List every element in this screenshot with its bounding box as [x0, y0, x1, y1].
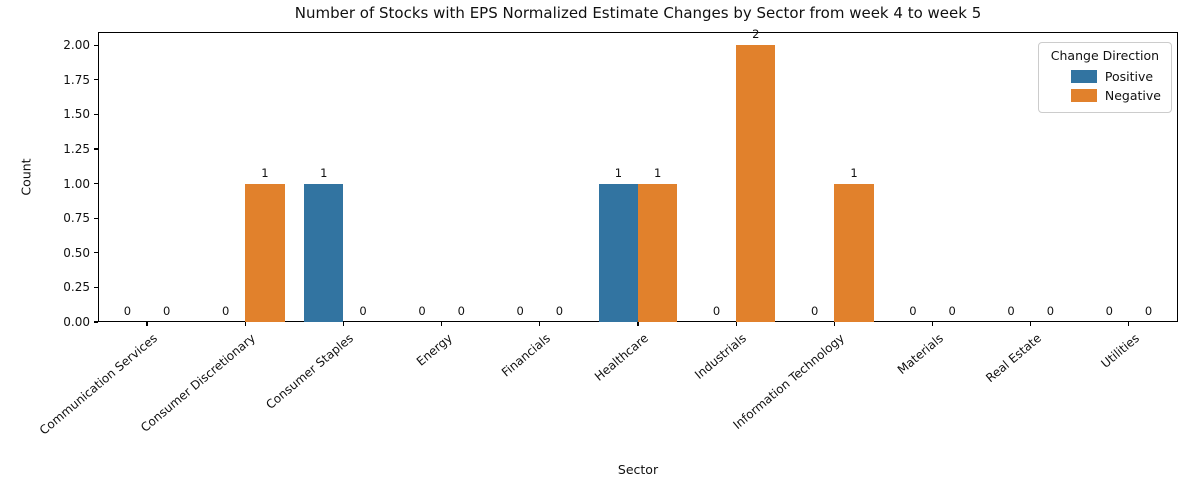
x-tick-label: Healthcare: [591, 331, 651, 384]
x-tick-label: Materials: [894, 331, 946, 378]
y-tick-mark: [94, 44, 98, 46]
legend-label: Negative: [1104, 88, 1161, 103]
legend-title: Change Direction: [1050, 48, 1160, 63]
x-tick-mark: [1030, 322, 1032, 326]
x-tick-mark: [1128, 322, 1130, 326]
bar-value-label: 0: [221, 304, 230, 318]
x-tick-mark: [931, 322, 934, 326]
bar-negative: [834, 183, 874, 322]
bar-value-label: 2: [752, 27, 760, 42]
bar-value-label: 0: [516, 304, 524, 318]
bar-value-label: 0: [1144, 304, 1153, 318]
bar-value-label: 0: [948, 304, 956, 318]
x-tick-mark: [539, 322, 541, 326]
bar-value-label: 0: [909, 304, 917, 318]
y-tick-mark: [94, 217, 98, 219]
bar-negative: [245, 183, 285, 322]
y-tick-label: 0.75: [63, 211, 90, 226]
y-tick-label: 0.50: [63, 245, 90, 260]
x-tick-mark: [244, 322, 246, 326]
bar-value-label: 1: [320, 165, 328, 180]
x-tick-label: Industrials: [692, 331, 750, 382]
legend-swatch-icon: [1070, 70, 1097, 83]
bar-value-label: 0: [555, 304, 564, 318]
x-tick-mark: [833, 322, 835, 326]
x-tick-label: Utilities: [1098, 331, 1142, 371]
y-tick-mark: [94, 321, 98, 323]
y-tick-mark: [94, 252, 98, 254]
y-tick-label: 1.75: [63, 72, 90, 87]
x-tick-mark: [342, 322, 345, 326]
x-tick-label: Real Estate: [982, 331, 1044, 386]
x-tick-mark: [146, 322, 148, 326]
y-tick-mark: [94, 182, 98, 185]
bar-negative: [736, 45, 776, 322]
bar-value-label: 0: [1105, 304, 1113, 318]
legend-swatch-icon: [1070, 89, 1097, 102]
bar-value-label: 0: [1046, 304, 1055, 318]
x-tick-mark: [735, 322, 737, 326]
x-tick-label: Consumer Discretionary: [138, 331, 259, 435]
x-tick-label: Information Technology: [730, 331, 848, 433]
bar-value-label: 0: [457, 304, 465, 318]
bar-value-label: 1: [850, 165, 858, 180]
bar-value-label: 0: [1007, 304, 1015, 318]
bar-negative: [638, 183, 678, 322]
bar-value-label: 1: [653, 165, 662, 180]
bar-positive: [598, 183, 638, 322]
x-tick-label: Energy: [413, 331, 455, 369]
x-tick-label: Financials: [498, 331, 553, 380]
y-axis-label: Count: [18, 158, 34, 196]
legend: Change Direction Positive Negative: [1037, 42, 1172, 113]
y-tick-label: 1.00: [63, 176, 90, 191]
bar-value-label: 0: [123, 304, 132, 318]
y-tick-label: 2.00: [63, 38, 90, 53]
y-tick-label: 0.25: [63, 280, 90, 295]
legend-label: Positive: [1104, 69, 1154, 84]
bar-value-label: 0: [359, 304, 367, 318]
x-axis-label: Sector: [617, 462, 659, 477]
y-tick-mark: [94, 113, 98, 115]
y-tick-label: 0.00: [63, 315, 90, 329]
bar-value-label: 0: [712, 304, 721, 318]
chart-title: Number of Stocks with EPS Normalized Est…: [294, 4, 982, 22]
legend-entries: Positive Negative: [1049, 67, 1161, 105]
bar-positive: [304, 183, 344, 322]
bar-value-label: 0: [811, 304, 819, 318]
legend-entry-negative: Negative: [1049, 86, 1161, 105]
x-tick-mark: [637, 322, 639, 326]
bar-value-label: 1: [261, 165, 269, 180]
y-tick-mark: [94, 148, 98, 150]
bar-value-label: 0: [418, 304, 426, 318]
x-tick-label: Consumer Staples: [263, 331, 357, 412]
bar-value-label: 1: [614, 165, 623, 180]
y-tick-mark: [94, 286, 98, 288]
x-tick-mark: [441, 322, 443, 326]
y-tick-label: 1.50: [63, 107, 90, 122]
bar-value-label: 0: [163, 304, 171, 318]
y-tick-label: 1.25: [63, 141, 90, 156]
legend-entry-positive: Positive: [1049, 67, 1161, 86]
y-tick-mark: [94, 79, 98, 81]
